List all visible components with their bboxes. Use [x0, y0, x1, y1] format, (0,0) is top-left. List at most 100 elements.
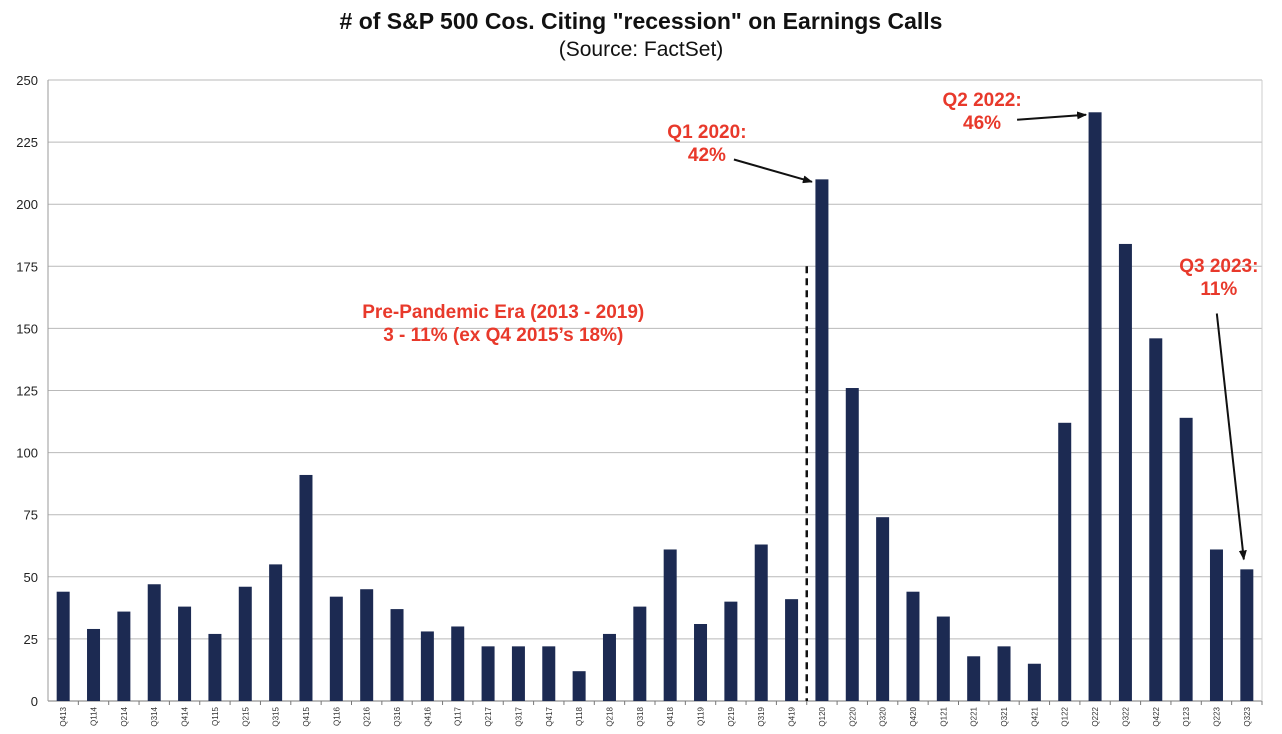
- x-tick-label: Q317: [514, 706, 523, 726]
- x-tick-label: Q422: [1152, 706, 1161, 726]
- q3-2023-annotation-line: 11%: [1200, 279, 1237, 300]
- bar: [997, 646, 1011, 701]
- x-tick-label: Q413: [59, 706, 68, 726]
- bar: [906, 591, 920, 701]
- bar: [451, 626, 465, 701]
- bar: [1088, 112, 1102, 702]
- bar: [390, 609, 404, 701]
- bar: [56, 591, 70, 701]
- x-tick-label: Q420: [909, 706, 918, 726]
- x-tick-label: Q321: [1000, 706, 1009, 726]
- q2-2022-arrow: [1017, 111, 1088, 121]
- bar: [511, 646, 525, 701]
- x-tick-label: Q216: [363, 706, 372, 726]
- y-axis-ticks: 0 25 50 75 100 125 150 175 200 225 250: [16, 73, 38, 709]
- bar: [1209, 549, 1223, 701]
- q2-2022-annotation-line: 46%: [963, 113, 1001, 134]
- q1-2020-annotation-line: Q1 2020:: [667, 122, 746, 143]
- x-tick-label: Q416: [423, 706, 432, 726]
- bar: [602, 633, 616, 701]
- pre-pandemic-annotation: Pre-Pandemic Era (2013 - 2019) 3 - 11% (e…: [362, 302, 644, 346]
- x-tick-label: Q316: [393, 706, 402, 726]
- x-tick-label: Q220: [848, 706, 857, 726]
- x-tick-label: Q117: [454, 706, 463, 726]
- x-axis-ticks: Q413 Q114 Q214 Q314 Q414 Q115 Q215 Q315 Q415 Q116…: [59, 701, 1263, 727]
- x-tick-label: Q222: [1091, 706, 1100, 726]
- bar: [633, 606, 647, 701]
- x-tick-label: Q314: [150, 706, 159, 726]
- x-tick-label: Q415: [302, 706, 311, 726]
- q3-2023-annotation-line: Q3 2023:: [1179, 256, 1258, 277]
- x-tick-label: Q318: [636, 706, 645, 726]
- bar: [845, 388, 859, 701]
- x-tick-label: Q122: [1061, 706, 1070, 726]
- bar: [87, 628, 101, 701]
- y-tick-label: 100: [16, 446, 38, 461]
- x-tick-label: Q214: [120, 706, 129, 726]
- bar: [299, 474, 313, 701]
- bar: [967, 656, 981, 701]
- x-tick-label: Q218: [605, 706, 614, 726]
- bar: [1179, 417, 1193, 701]
- bar: [754, 544, 768, 701]
- annotations: Pre-Pandemic Era (2013 - 2019) 3 - 11% (e…: [362, 90, 1258, 701]
- q3-2023-arrow: [1215, 313, 1247, 561]
- y-tick-label: 200: [16, 197, 38, 212]
- bar: [1240, 569, 1254, 701]
- bar: [360, 589, 374, 701]
- y-tick-label: 50: [24, 570, 38, 585]
- bar: [785, 599, 799, 701]
- bar: [1027, 663, 1041, 701]
- x-tick-label: Q217: [484, 706, 493, 726]
- x-tick-label: Q419: [788, 706, 797, 726]
- x-tick-label: Q414: [181, 706, 190, 726]
- bar: [815, 179, 829, 702]
- q1-2020-annotation-line: 42%: [688, 145, 726, 166]
- pre-pandemic-annotation-line: Pre-Pandemic Era (2013 - 2019): [362, 302, 644, 323]
- pre-pandemic-annotation-line: 3 - 11% (ex Q4 2015’s 18%): [383, 325, 623, 346]
- x-tick-label: Q123: [1182, 706, 1191, 726]
- q1-2020-annotation: Q1 2020: 42%: [667, 122, 746, 166]
- x-tick-label: Q323: [1243, 706, 1252, 726]
- chart-subtitle: (Source: FactSet): [558, 38, 724, 61]
- x-tick-label: Q118: [575, 706, 584, 726]
- x-tick-label: Q221: [970, 706, 979, 726]
- x-tick-label: Q215: [241, 706, 250, 726]
- chart-title: # of S&P 500 Cos. Citing "recession" on …: [339, 8, 943, 34]
- y-tick-label: 150: [16, 321, 38, 336]
- bar: [178, 606, 192, 701]
- x-tick-label: Q320: [879, 706, 888, 726]
- x-tick-label: Q418: [666, 706, 675, 726]
- bar: [117, 611, 131, 701]
- bar: [147, 584, 161, 701]
- y-tick-label: 175: [16, 259, 38, 274]
- bar: [238, 586, 252, 701]
- y-tick-label: 125: [16, 384, 38, 399]
- x-tick-label: Q219: [727, 706, 736, 726]
- bar: [694, 623, 708, 701]
- x-tick-label: Q114: [90, 706, 99, 726]
- bar: [1149, 338, 1163, 701]
- q1-2020-arrow: [733, 158, 813, 184]
- bar: [663, 549, 677, 701]
- y-tick-label: 75: [24, 508, 38, 523]
- bar: [208, 633, 222, 701]
- y-tick-label: 250: [16, 73, 38, 88]
- x-tick-label: Q121: [939, 706, 948, 726]
- bar: [420, 631, 434, 701]
- q2-2022-annotation: Q2 2022: 46%: [942, 90, 1021, 134]
- bar: [936, 616, 950, 701]
- x-tick-label: Q319: [757, 706, 766, 726]
- gridlines: [47, 79, 1263, 702]
- bar: [481, 646, 495, 701]
- x-tick-label: Q315: [272, 706, 281, 726]
- bar: [724, 601, 738, 701]
- x-tick-label: Q116: [332, 706, 341, 726]
- bar: [542, 646, 556, 701]
- x-tick-label: Q115: [211, 706, 220, 726]
- x-tick-label: Q417: [545, 706, 554, 726]
- q3-2023-annotation: Q3 2023: 11%: [1179, 256, 1258, 300]
- q2-2022-annotation-line: Q2 2022:: [942, 90, 1021, 111]
